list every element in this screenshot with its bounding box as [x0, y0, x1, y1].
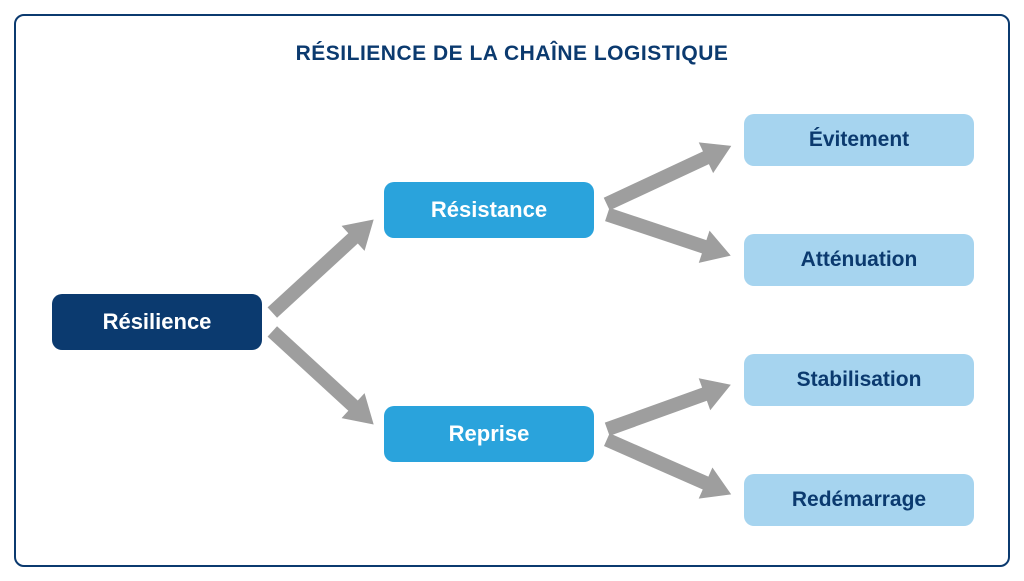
node-label: Évitement [809, 128, 909, 152]
arrow [605, 208, 731, 263]
node-resistance: Résistance [384, 182, 594, 238]
arrow [268, 326, 374, 424]
node-stabilisation: Stabilisation [744, 354, 974, 406]
diagram-frame: RÉSILIENCE DE LA CHAÎNE LOGISTIQUE Résil… [14, 14, 1010, 567]
node-label: Résilience [103, 309, 212, 335]
node-label: Stabilisation [797, 368, 922, 392]
arrow [604, 142, 732, 210]
node-redemarrage: Redémarrage [744, 474, 974, 526]
arrow [605, 378, 731, 436]
node-evitement: Évitement [744, 114, 974, 166]
diagram-title: RÉSILIENCE DE LA CHAÎNE LOGISTIQUE [16, 42, 1008, 66]
node-attenuation: Atténuation [744, 234, 974, 286]
node-reprise: Reprise [384, 406, 594, 462]
node-root: Résilience [52, 294, 262, 350]
arrow [268, 219, 374, 317]
node-label: Redémarrage [792, 488, 926, 512]
arrow [604, 433, 731, 498]
node-label: Résistance [431, 197, 547, 223]
node-label: Reprise [449, 421, 530, 447]
node-label: Atténuation [801, 248, 918, 272]
